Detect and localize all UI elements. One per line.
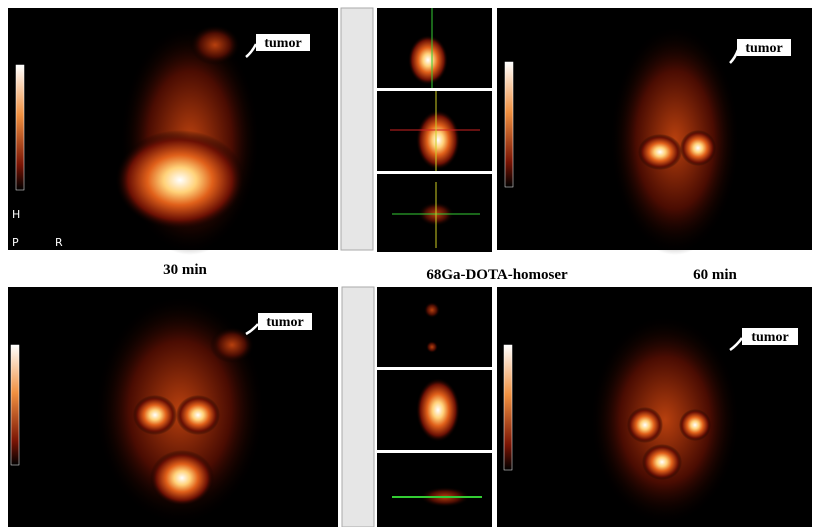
pet-60min-bottom bbox=[497, 287, 812, 527]
figure: P R H 30 min 68Ga-DOTA-homoser 60 min bbox=[0, 0, 817, 527]
caption: 60 min bbox=[693, 267, 737, 283]
orientation-label: H bbox=[12, 208, 20, 221]
slider bbox=[341, 8, 373, 250]
annotation: tumor bbox=[264, 36, 301, 51]
orientation-label: R bbox=[55, 236, 63, 249]
annotation: tumor bbox=[751, 330, 788, 345]
caption: 68Ga-DOTA-homoser bbox=[426, 267, 568, 283]
caption: 30 min bbox=[163, 262, 207, 278]
slider bbox=[342, 287, 374, 527]
mini-views-top bbox=[377, 8, 492, 252]
annotation: tumor bbox=[745, 41, 782, 56]
annotation: tumor bbox=[266, 315, 303, 330]
mini-views-bottom bbox=[377, 287, 492, 527]
orientation-label: P bbox=[12, 236, 19, 249]
